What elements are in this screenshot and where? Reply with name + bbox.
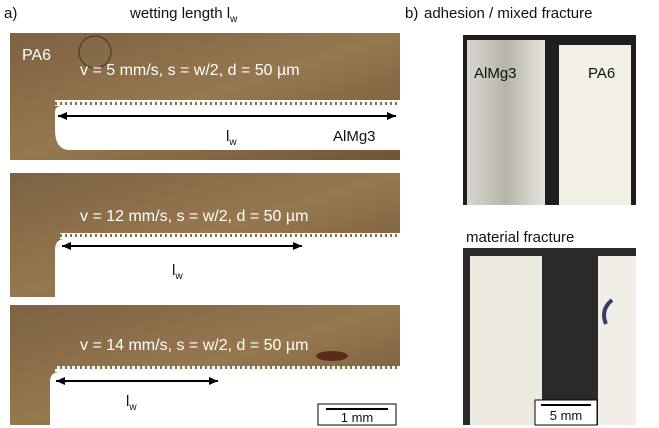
photo-bottom: 5 mm	[463, 248, 636, 425]
photo-top: AlMg3 PA6	[463, 35, 636, 205]
figure: a) wetting length lw PA6 v = 5 mm/s, s =…	[0, 0, 659, 428]
panel-title: wetting length lw	[129, 5, 238, 25]
scale-bar: 5 mm	[550, 408, 583, 423]
panel-label: a)	[4, 5, 17, 22]
micrograph-3: v = 14 mm/s, s = w/2, d = 50 µm lw 1 mm	[10, 305, 400, 425]
sub: w	[174, 271, 183, 282]
subtitle: material fracture	[466, 229, 574, 246]
scale-bar: 1 mm	[341, 410, 374, 425]
micrograph-2: v = 12 mm/s, s = w/2, d = 50 µm lw	[10, 173, 400, 297]
material-label: AlMg3	[333, 128, 376, 145]
panel-label: b)	[405, 5, 418, 22]
specimen-label: PA6	[588, 65, 615, 82]
panel-title: adhesion / mixed fracture	[424, 5, 592, 22]
title-text: wetting length l	[129, 5, 230, 22]
material-label: PA6	[22, 47, 51, 64]
params: v = 12 mm/s, s = w/2, d = 50 µm	[80, 208, 308, 225]
sub: w	[128, 402, 137, 413]
params: v = 14 mm/s, s = w/2, d = 50 µm	[80, 337, 308, 354]
title-sub: w	[229, 14, 238, 25]
specimen-label: AlMg3	[474, 65, 517, 82]
micrograph-1: PA6 v = 5 mm/s, s = w/2, d = 50 µm lw Al…	[10, 33, 400, 160]
sub: w	[228, 137, 237, 148]
params: v = 5 mm/s, s = w/2, d = 50 µm	[80, 62, 300, 79]
